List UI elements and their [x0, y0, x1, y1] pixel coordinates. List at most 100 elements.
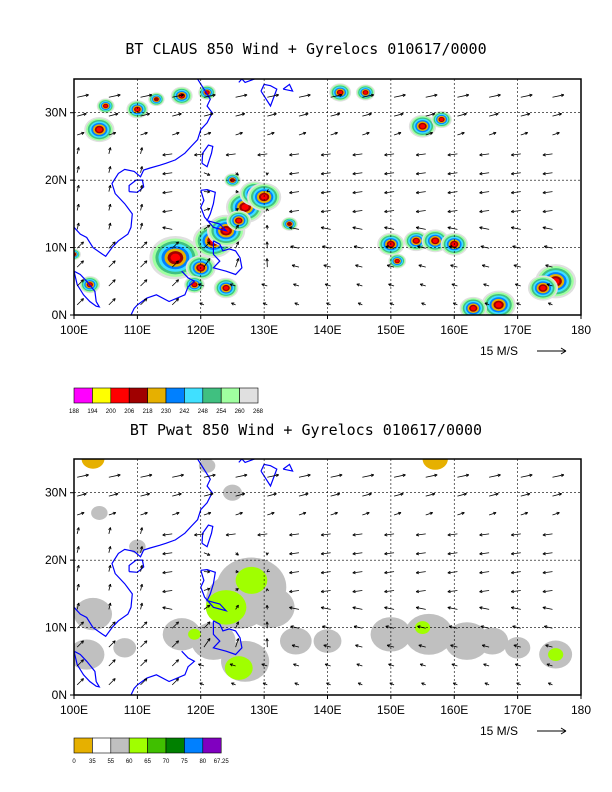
- wind-vector: [321, 210, 331, 213]
- wind-vector-head: [83, 112, 87, 116]
- wind-vector: [447, 533, 458, 536]
- wind-vector: [352, 191, 363, 194]
- wind-vector: [108, 546, 111, 553]
- wind-vector-head: [80, 659, 84, 663]
- wind-vector-head: [479, 589, 483, 594]
- wind-vector-head: [275, 93, 279, 97]
- wind-vector-head: [370, 473, 375, 477]
- wind-vector: [552, 512, 560, 516]
- wind-vector: [512, 245, 521, 249]
- top-panel-title: BT CLAUS 850 Wind + Gyrelocs 010617/0000: [125, 40, 487, 58]
- wind-vector-head: [271, 511, 275, 515]
- wind-vector: [425, 493, 436, 497]
- wind-vector: [416, 607, 426, 610]
- wind-vector-head: [307, 93, 311, 97]
- pwat-contour: [370, 617, 412, 652]
- wind-vector: [457, 132, 465, 136]
- wind-vector-head: [139, 546, 144, 550]
- pwat-contour: [476, 627, 509, 655]
- wind-vector: [172, 132, 180, 136]
- wind-vector-head: [434, 93, 438, 97]
- wind-vector-head: [560, 93, 565, 97]
- wind-vector: [140, 678, 148, 686]
- wind-vector: [108, 493, 119, 497]
- lon-tick-label: 110E: [124, 703, 151, 717]
- wind-vector-head: [479, 153, 483, 157]
- wind-vector: [330, 94, 343, 98]
- wind-vector: [489, 113, 499, 117]
- wind-vector-head: [513, 264, 517, 268]
- wind-vector: [511, 607, 521, 610]
- coastline: [130, 650, 196, 695]
- wind-vector-head: [447, 209, 451, 214]
- wind-vector-head: [275, 473, 279, 477]
- wind-vector-head: [81, 511, 85, 515]
- wind-vector: [108, 512, 116, 516]
- legend-tick-label: 188: [69, 409, 80, 415]
- cloud-contour: [153, 97, 159, 102]
- wind-vector-head: [402, 93, 406, 97]
- wind-vector: [293, 663, 300, 667]
- wind-vector-head: [231, 302, 235, 306]
- wind-vector-head: [463, 112, 467, 116]
- wind-vector-head: [257, 153, 261, 157]
- wind-vector: [542, 191, 553, 194]
- wind-vector: [203, 512, 212, 516]
- wind-vector-head: [235, 569, 239, 574]
- lat-tick-label: 20N: [45, 553, 67, 567]
- wind-vector-head: [162, 209, 166, 214]
- wind-vector-head: [265, 588, 270, 592]
- wind-vector-head: [320, 552, 325, 556]
- wind-vector-head: [162, 190, 166, 195]
- wind-vector: [298, 94, 311, 98]
- legend-tick-label: 200: [106, 409, 117, 415]
- wind-vector-head: [386, 644, 391, 648]
- lon-tick-label: 180: [571, 323, 591, 337]
- wind-vector: [108, 565, 111, 572]
- lon-tick-label: 160E: [440, 323, 468, 337]
- wind-vector: [384, 153, 395, 156]
- wind-vector: [203, 493, 214, 497]
- wind-vector: [293, 283, 300, 287]
- wind-vector-head: [305, 492, 309, 496]
- pwat-contour: [235, 566, 268, 594]
- wind-vector-head: [294, 682, 298, 686]
- wind-vector: [520, 493, 531, 497]
- wind-vector-head: [542, 153, 546, 157]
- wind-vector-head: [320, 209, 325, 214]
- wind-vector: [235, 512, 243, 516]
- wind-vector-head: [510, 589, 515, 594]
- wind-vector-head: [431, 492, 436, 496]
- legend-tick-label: 0: [72, 759, 76, 765]
- wind-vector-head: [194, 533, 198, 537]
- wind-vector-head: [493, 511, 497, 515]
- wind-vector: [76, 166, 80, 173]
- wind-vector-head: [108, 203, 112, 208]
- wind-vector-head: [266, 568, 270, 573]
- wind-vector: [385, 625, 395, 629]
- wind-vector: [140, 241, 148, 249]
- wind-vector-head: [397, 131, 402, 135]
- wind-vector: [323, 264, 331, 268]
- wind-vector-head: [493, 131, 497, 135]
- wind-vector: [546, 663, 553, 667]
- wind-vector-head: [465, 93, 470, 97]
- wind-vector-head: [162, 589, 166, 594]
- wind-vector: [384, 533, 395, 536]
- wind-vector-head: [289, 190, 293, 195]
- wind-vector: [489, 94, 501, 98]
- wind-vector: [289, 571, 300, 574]
- coastline: [212, 620, 243, 656]
- wind-vector-head: [320, 533, 325, 537]
- wind-vector-head: [558, 492, 562, 496]
- wind-vector: [515, 283, 521, 287]
- wind-vector-head: [207, 190, 211, 194]
- wind-vector: [511, 191, 521, 194]
- legend-swatch: [92, 387, 112, 404]
- wind-vector-head: [265, 604, 269, 609]
- wind-vector: [449, 245, 458, 249]
- wind-vector: [76, 546, 80, 553]
- coastline: [74, 270, 101, 308]
- pwat-contour: [162, 618, 201, 651]
- wind-vector-head: [176, 131, 180, 135]
